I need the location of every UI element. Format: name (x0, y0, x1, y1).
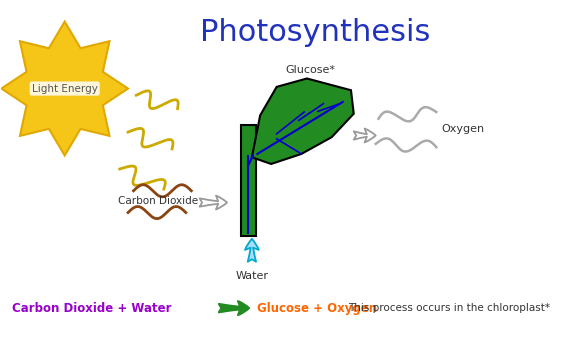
Text: Glucose + Oxygen: Glucose + Oxygen (257, 301, 377, 315)
Text: Carbon Dioxide: Carbon Dioxide (118, 196, 198, 206)
FancyArrowPatch shape (219, 301, 249, 315)
FancyBboxPatch shape (241, 125, 257, 236)
Polygon shape (252, 78, 354, 164)
Text: Photosynthesis: Photosynthesis (200, 18, 430, 47)
Text: Carbon Dioxide + Water: Carbon Dioxide + Water (12, 301, 172, 315)
Text: Glucose*: Glucose* (285, 65, 335, 75)
Polygon shape (1, 22, 128, 155)
FancyArrowPatch shape (354, 128, 376, 142)
Text: Oxygen: Oxygen (442, 124, 485, 134)
Text: This process occurs in the chloroplast*: This process occurs in the chloroplast* (348, 303, 550, 313)
Text: Water: Water (235, 271, 268, 281)
FancyArrowPatch shape (245, 239, 259, 262)
Text: Light Energy: Light Energy (32, 83, 97, 94)
FancyArrowPatch shape (200, 196, 227, 210)
Circle shape (29, 67, 100, 110)
